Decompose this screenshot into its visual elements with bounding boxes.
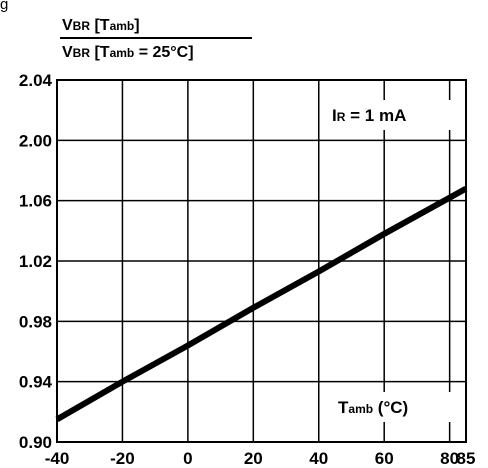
x-label-rest: (°C) <box>373 398 408 417</box>
y-tick-label: 1.02 <box>19 252 52 271</box>
annot-main: I <box>332 106 337 125</box>
y-num-main: V <box>62 17 73 34</box>
series <box>55 185 468 422</box>
y-num-rest: [T <box>90 17 110 34</box>
tick-labels: 0.90 0.94 0.98 1.02 1.06 2.00 2.04 -40 -20 0 20 40 6… <box>19 71 476 468</box>
x-tick-label: -40 <box>45 449 70 468</box>
series-line <box>55 185 468 422</box>
x-label-main: T <box>338 398 349 417</box>
y-den-sub2: amb <box>110 46 135 60</box>
x-tick-label: 80 <box>440 449 459 468</box>
x-tick-label: 0 <box>183 449 192 468</box>
x-tick-label: 20 <box>244 449 263 468</box>
grid <box>57 80 466 442</box>
x-tick-label: 85 <box>457 449 476 468</box>
y-tick-label: 0.90 <box>19 433 52 452</box>
y-den-end: = 25°C] <box>134 44 193 61</box>
annot-rest: = 1 mA <box>345 106 406 125</box>
x-tick-label: 40 <box>309 449 328 468</box>
x-label-sub: amb <box>348 402 373 416</box>
y-tick-label: 0.94 <box>19 373 53 392</box>
y-den-sub: BR <box>73 46 91 60</box>
annot-sub: R <box>337 110 346 124</box>
y-axis-label-denominator: VBR [Tamb = 25°C] <box>62 44 194 61</box>
annotation-current: IR = 1 mA <box>332 106 406 125</box>
y-den-main: V <box>62 44 73 61</box>
x-tick-label: -20 <box>110 449 135 468</box>
y-tick-label: 0.98 <box>19 312 52 331</box>
y-tick-label: 2.04 <box>19 71 53 90</box>
y-num-end: ] <box>134 17 139 34</box>
caption-fragment: g <box>0 0 8 13</box>
y-num-sub: BR <box>73 19 91 33</box>
y-tick-label: 2.00 <box>19 131 52 150</box>
y-tick-label: 1.06 <box>19 192 52 211</box>
y-den-rest: [T <box>90 44 110 61</box>
x-axis-label: Tamb (°C) <box>338 398 408 417</box>
y-num-sub2: amb <box>110 19 135 33</box>
annotation-bg <box>328 100 452 130</box>
x-axis-label-bg <box>334 392 454 422</box>
y-axis-label-numerator: VBR [Tamb] <box>62 17 140 34</box>
x-tick-label: 60 <box>375 449 394 468</box>
plot-frame <box>56 79 467 443</box>
